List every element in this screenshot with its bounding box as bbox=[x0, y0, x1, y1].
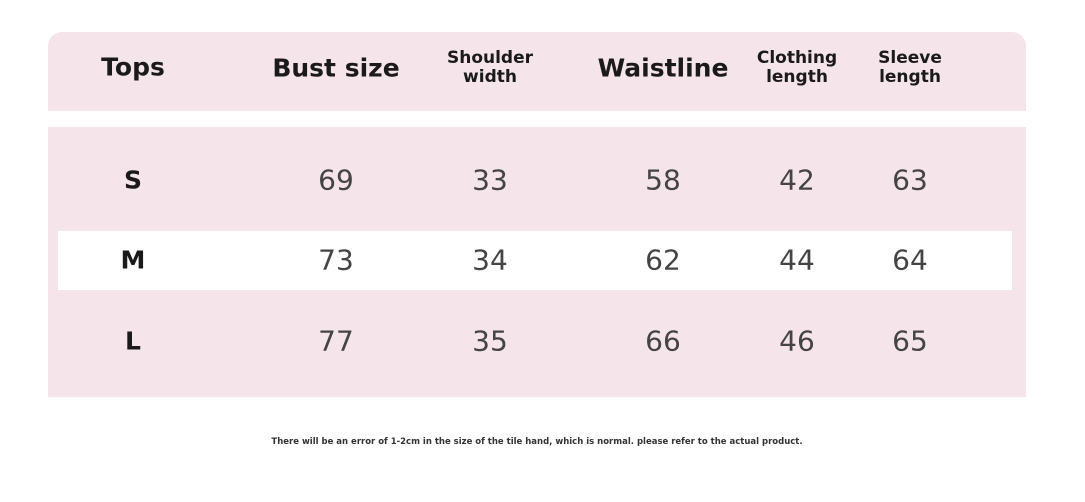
measurement: 66 bbox=[645, 324, 681, 358]
header-band bbox=[48, 32, 1026, 111]
measurement: 44 bbox=[779, 243, 815, 277]
measurement: 62 bbox=[645, 243, 681, 277]
measurement: 69 bbox=[318, 163, 354, 197]
highlight-row bbox=[58, 231, 1012, 290]
header-cell: Waistline bbox=[597, 53, 729, 83]
header-cell: Shoulder width bbox=[446, 48, 534, 87]
size-label: M bbox=[120, 245, 146, 275]
header-cell: Sleeve length bbox=[878, 48, 942, 87]
measurement: 33 bbox=[472, 163, 508, 197]
size-label: L bbox=[125, 326, 141, 356]
measurement: 42 bbox=[779, 163, 815, 197]
header-cell: Bust size bbox=[272, 53, 400, 83]
header-cell: Tops bbox=[101, 52, 165, 82]
measurement: 46 bbox=[779, 324, 815, 358]
measurement: 73 bbox=[318, 243, 354, 277]
footnote: There will be an error of 1-2cm in the s… bbox=[271, 437, 803, 447]
measurement: 34 bbox=[472, 243, 508, 277]
measurement: 64 bbox=[892, 243, 928, 277]
header-cell: Clothing length bbox=[756, 48, 838, 87]
measurement: 77 bbox=[318, 324, 354, 358]
measurement: 65 bbox=[892, 324, 928, 358]
measurement: 35 bbox=[472, 324, 508, 358]
measurement: 58 bbox=[645, 163, 681, 197]
size-label: S bbox=[123, 165, 143, 195]
measurement: 63 bbox=[892, 163, 928, 197]
